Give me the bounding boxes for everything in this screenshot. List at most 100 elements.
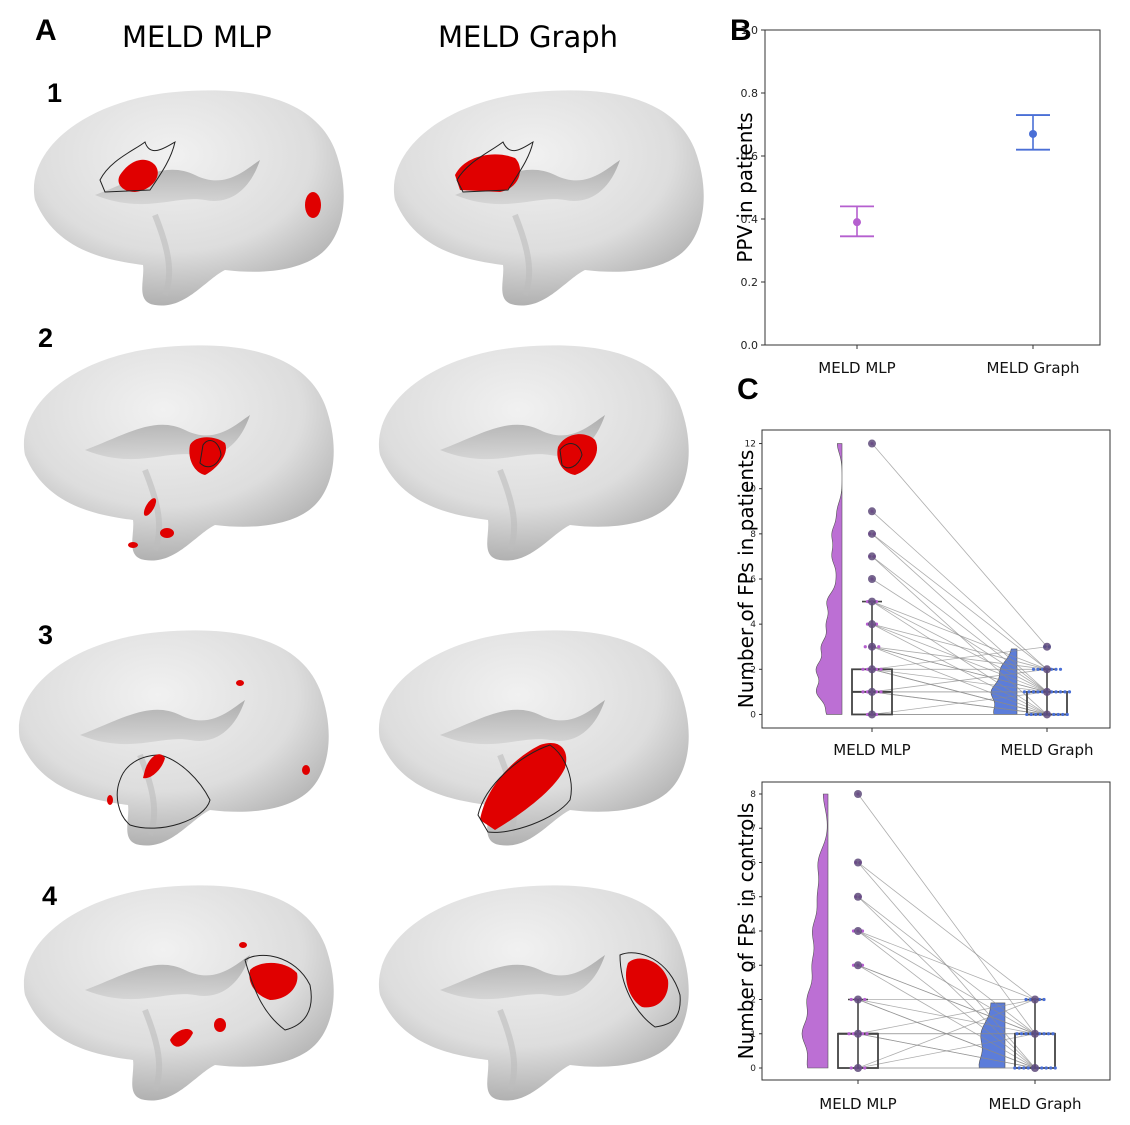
brain-graph-row1 xyxy=(394,90,704,305)
lesion-outline xyxy=(456,140,534,193)
violin-mlp xyxy=(801,793,829,1069)
mlp-jitter-dot xyxy=(879,667,883,671)
column-title-mlp: MELD MLP xyxy=(122,20,272,54)
brain-mlp-row3 xyxy=(19,630,329,845)
mlp-point xyxy=(868,507,876,516)
mlp-jitter-dot xyxy=(847,1032,851,1036)
mlp-jitter-dot xyxy=(861,690,865,694)
pair-line xyxy=(871,646,1048,670)
lesion-outline xyxy=(116,754,211,829)
pair-line xyxy=(871,533,1048,693)
graph-jitter-dot xyxy=(1017,1066,1021,1070)
graph-jitter-dot xyxy=(1024,1032,1028,1036)
y-tick-label: 0 xyxy=(750,710,756,720)
x-tick-label: MELD Graph xyxy=(1000,741,1093,759)
column-title-graph: MELD Graph xyxy=(438,20,619,54)
y-tick-label: 3 xyxy=(750,961,756,971)
pair-line xyxy=(871,691,1048,715)
brain-mlp-row1 xyxy=(34,90,344,305)
mlp-point xyxy=(868,687,876,696)
lesion-prediction xyxy=(160,528,174,538)
y-tick-label: 6 xyxy=(750,858,756,868)
y-tick-label: 7 xyxy=(750,824,756,834)
graph-point xyxy=(1043,687,1051,696)
data-point xyxy=(1029,129,1037,138)
y-tick-label: 0.2 xyxy=(741,276,759,289)
lesion-outline xyxy=(99,140,176,193)
lesion-prediction xyxy=(480,742,567,830)
mlp-point xyxy=(868,575,876,583)
panel-b-letter: B xyxy=(730,14,752,47)
y-axis-label: Number of FPs in controls xyxy=(734,803,758,1060)
mlp-point xyxy=(868,439,876,448)
mlp-point xyxy=(868,552,876,561)
graph-jitter-dot xyxy=(1036,667,1040,671)
pair-line xyxy=(857,999,1036,1035)
brain-graph-row3 xyxy=(379,630,689,845)
mlp-jitter-dot xyxy=(863,997,867,1002)
mlp-point xyxy=(868,597,876,606)
graph-point xyxy=(1043,642,1051,651)
brain-mlp-row2 xyxy=(24,345,334,560)
y-tick-label: 5 xyxy=(750,893,756,903)
graph-jitter-dot xyxy=(1042,997,1046,1002)
graph-jitter-dot xyxy=(1019,1032,1024,1036)
graph-jitter-dot xyxy=(1027,690,1031,694)
data-point xyxy=(853,218,861,227)
x-tick-label: MELD Graph xyxy=(988,1095,1081,1113)
panel-c-letter: C xyxy=(737,373,759,406)
pair-line xyxy=(857,1033,1036,1069)
fp-controls-chart: 0 1 2 3 4 5 6 7 8 Number of FPs in controls MELD M… xyxy=(734,781,1111,1113)
pair-line xyxy=(857,862,1036,1000)
y-tick-label: 8 xyxy=(750,530,756,540)
graph-jitter-dot xyxy=(1056,712,1060,717)
graph-point xyxy=(1031,1064,1039,1073)
mlp-jitter-dot xyxy=(849,997,853,1002)
graph-jitter-dot xyxy=(1067,690,1072,694)
y-tick-label: 4 xyxy=(750,620,756,630)
mlp-point xyxy=(854,858,862,867)
x-tick-label: MELD MLP xyxy=(819,1095,896,1113)
graph-jitter-dot xyxy=(1025,712,1029,717)
graph-jitter-dot xyxy=(1063,690,1067,694)
graph-jitter-dot xyxy=(1026,1066,1030,1070)
y-tick-label: 0.0 xyxy=(741,339,759,352)
pair-line xyxy=(857,930,1036,1000)
lesion-prediction xyxy=(189,437,226,475)
pair-line xyxy=(857,930,1036,1035)
graph-jitter-dot xyxy=(1024,997,1028,1002)
lesion-prediction xyxy=(143,498,157,516)
graph-jitter-dot xyxy=(1049,1066,1053,1070)
row-number-1: 1 xyxy=(47,78,63,108)
mlp-jitter-dot xyxy=(849,1066,853,1070)
graph-jitter-dot xyxy=(1031,667,1036,671)
graph-jitter-dot xyxy=(1015,1032,1019,1036)
panel-a-letter: A xyxy=(35,14,57,47)
graph-jitter-dot xyxy=(1038,712,1042,717)
x-tick-label: MELD Graph xyxy=(986,359,1079,377)
y-tick-label: 0.6 xyxy=(741,150,759,163)
y-tick-label: 1 xyxy=(750,1030,756,1040)
y-tick-label: 0.8 xyxy=(741,87,759,100)
y-axis-label: PPV in patients xyxy=(733,112,757,262)
graph-jitter-dot xyxy=(1042,1032,1046,1036)
graph-jitter-dot xyxy=(1022,1066,1026,1070)
lesion-outline xyxy=(199,440,222,468)
mlp-point xyxy=(854,892,862,901)
lesion-prediction xyxy=(143,754,165,779)
mlp-jitter-dot xyxy=(877,645,881,649)
lesion-prediction xyxy=(239,942,247,948)
mlp-point xyxy=(854,961,862,970)
graph-point xyxy=(1043,710,1051,719)
graph-point xyxy=(1031,995,1039,1004)
lesion-prediction xyxy=(118,159,158,192)
lesion-outline xyxy=(619,952,681,1028)
y-tick-label: 10 xyxy=(745,485,757,495)
lesion-outline xyxy=(559,443,583,469)
graph-jitter-dot xyxy=(1058,667,1063,671)
pair-line xyxy=(857,793,1036,1034)
row-number-2: 2 xyxy=(38,323,54,353)
graph-point xyxy=(1043,665,1051,674)
mlp-point xyxy=(868,710,876,719)
